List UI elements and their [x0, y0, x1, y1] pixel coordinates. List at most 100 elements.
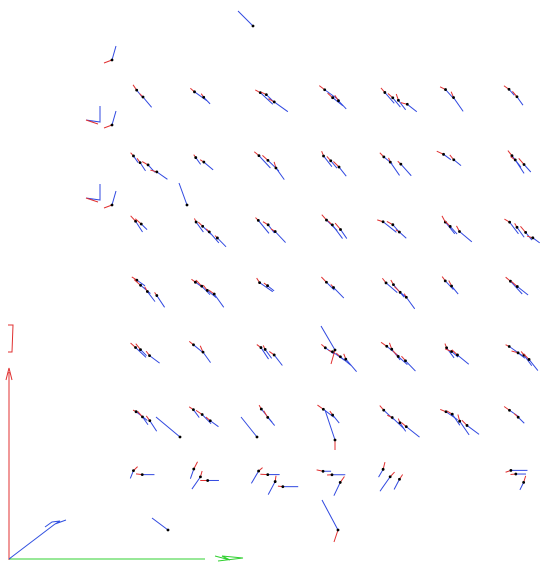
vector-origin [390, 416, 394, 419]
vector-origin [200, 284, 204, 288]
vector-blue [273, 101, 289, 113]
vector-origin [259, 346, 263, 349]
vector-blue [274, 231, 286, 243]
vector-blue [323, 155, 333, 168]
vector-origin [212, 292, 216, 296]
vector-blue [392, 97, 401, 108]
vector-blue [135, 347, 147, 358]
vector-origin [155, 294, 159, 297]
vector-origin [141, 415, 144, 419]
vector-origin [134, 410, 138, 414]
vector-blue [156, 295, 166, 308]
vector-origin [145, 290, 149, 293]
vector-origin [255, 435, 259, 439]
vector-origin [391, 223, 395, 227]
vector-blue [333, 287, 345, 299]
vector-origin [450, 412, 454, 416]
vector-origin [398, 477, 401, 481]
vector-blue [202, 351, 211, 363]
vector-blue [340, 356, 352, 366]
vector-origin [132, 154, 135, 158]
vector-origin [515, 225, 519, 229]
vector-origin [381, 467, 385, 471]
vector-blue [195, 221, 204, 233]
vector-origin [266, 158, 270, 162]
vector-bracket [85, 106, 101, 123]
vector-origin [264, 93, 268, 97]
vector-blue [207, 290, 217, 299]
vector-blue [517, 352, 526, 359]
vector-origin [266, 223, 270, 227]
vector-blue [201, 414, 212, 425]
vector-origin [398, 290, 402, 294]
vector-blue [155, 416, 181, 438]
vector-blue [217, 237, 227, 248]
vector-blue [391, 417, 405, 430]
vector-origin [405, 102, 409, 106]
vector-red [133, 279, 141, 286]
vector-blue [516, 226, 525, 238]
vector-origin [266, 473, 270, 476]
vector-origin [192, 408, 195, 412]
vector-origin [263, 348, 267, 351]
vector-origin [515, 285, 519, 288]
vector-origin [207, 230, 211, 234]
vector-origin [330, 223, 334, 227]
vector-blue [523, 354, 533, 367]
vector-origin [273, 480, 277, 483]
vector-origin [199, 475, 202, 479]
vector-origin [135, 88, 139, 92]
vector-origin [458, 230, 461, 233]
vector-origin [322, 154, 325, 158]
vector-origin [139, 222, 143, 226]
vector-blue [321, 499, 339, 531]
vector-blue [264, 349, 273, 359]
vector-origin [215, 236, 219, 240]
vector-origin [266, 415, 270, 419]
vector-blue [139, 162, 146, 172]
vector-bracket [85, 184, 101, 201]
vector-blue [136, 279, 146, 287]
vector-origin [166, 528, 170, 532]
vector-origin [404, 359, 407, 363]
vector-origin [194, 156, 198, 159]
vector-origin [192, 467, 196, 471]
vector-origin [508, 408, 511, 412]
vector-blue [140, 349, 147, 357]
vector-blue [510, 280, 523, 295]
vector-blue [178, 182, 188, 206]
vector-origin [325, 280, 328, 284]
vector-blue [451, 285, 459, 295]
vector-red [330, 349, 336, 365]
vector-blue [405, 426, 420, 438]
vector-origin [201, 224, 205, 228]
vector-origin [344, 357, 348, 361]
vector-blue [516, 96, 524, 106]
vector-blue [189, 468, 195, 479]
glyphs [85, 10, 541, 543]
vector-origin [258, 91, 262, 95]
vector-blue [324, 409, 336, 441]
vector-origin [134, 219, 137, 223]
vector-blue [330, 160, 338, 169]
vector-origin [388, 475, 392, 479]
vector-origin [338, 481, 342, 484]
vector-origin [140, 473, 144, 477]
vector-origin [155, 170, 159, 174]
vector-blue [382, 221, 397, 233]
vector-blue [149, 420, 158, 432]
vector-blue [320, 325, 336, 351]
vector-origin [110, 58, 114, 62]
vector-blue [466, 425, 480, 435]
vector-blue [257, 220, 270, 234]
vector-red [103, 59, 113, 64]
vector-origin [259, 407, 263, 411]
vector-blue [392, 224, 400, 232]
vector-origin [398, 421, 402, 425]
vector-blue [398, 100, 407, 111]
vector-origin [452, 158, 456, 162]
vector-origin [325, 218, 328, 222]
vector-blue [194, 91, 207, 101]
vector-blue [453, 159, 462, 167]
